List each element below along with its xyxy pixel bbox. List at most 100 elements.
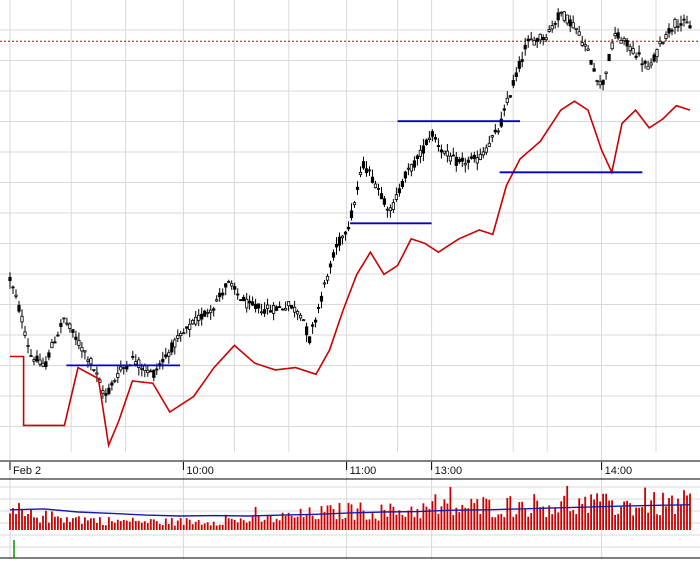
candle-body — [676, 25, 680, 28]
candlestick — [56, 331, 60, 337]
candlestick — [146, 364, 150, 377]
candlestick-series — [8, 8, 692, 403]
volume-bar — [215, 525, 218, 530]
volume-bar — [311, 515, 314, 530]
candle-body — [604, 71, 608, 74]
candlestick — [83, 350, 87, 360]
candlestick — [412, 156, 417, 171]
volume-bar — [338, 503, 341, 530]
candle-body — [161, 358, 165, 363]
volume-bar — [539, 507, 542, 530]
volume-bar — [461, 504, 464, 530]
support-lines — [66, 120, 643, 367]
candle-body — [574, 27, 578, 30]
volume-bar — [152, 519, 155, 530]
volume-bar — [602, 493, 604, 530]
candlestick — [44, 356, 48, 370]
volume-bar — [563, 495, 566, 530]
volume-bar — [257, 515, 260, 530]
candle-body — [484, 147, 488, 153]
candle-body — [122, 366, 126, 369]
volume-bar — [524, 509, 527, 530]
candlestick — [640, 57, 644, 72]
candle-body — [541, 37, 545, 41]
volume-bar — [401, 514, 404, 530]
volume-bar — [545, 517, 548, 530]
candle-body — [203, 310, 207, 317]
candlestick — [8, 272, 12, 289]
candle-body — [661, 42, 665, 44]
candle-body — [29, 355, 33, 358]
time-axis: Feb 2 10:00 11:00 13:00 14:00 — [0, 460, 700, 480]
candlestick — [236, 288, 240, 300]
candle-body — [523, 44, 527, 50]
candlestick — [448, 152, 453, 165]
volume-bar — [653, 492, 655, 530]
volume-bar — [140, 522, 143, 530]
candlestick — [430, 129, 435, 142]
candlestick — [65, 317, 69, 326]
candle-body — [236, 293, 240, 296]
volume-bar — [302, 517, 305, 530]
candlestick — [349, 203, 354, 221]
candle-body — [143, 365, 147, 371]
candlestick — [625, 38, 629, 52]
candle-body — [616, 32, 620, 39]
candlestick — [352, 201, 357, 208]
candle-body — [469, 156, 473, 159]
candlestick — [319, 291, 324, 309]
candle-body — [259, 311, 264, 314]
volume-bar — [81, 523, 83, 530]
candle-body — [38, 359, 42, 365]
volume-bar — [569, 511, 572, 530]
volume-bar — [611, 500, 613, 530]
candle-body — [637, 52, 641, 55]
volume-bar — [299, 508, 302, 530]
candle-body — [56, 334, 60, 337]
candlestick — [80, 341, 84, 358]
candle-body — [322, 282, 327, 285]
candle-body — [304, 326, 309, 336]
candlestick — [610, 39, 614, 51]
volume-bar — [131, 517, 134, 530]
candlestick — [38, 353, 42, 367]
volume-bar — [542, 506, 545, 530]
candlestick — [161, 351, 165, 370]
candlestick — [41, 357, 45, 368]
candlestick — [307, 336, 312, 345]
candlestick — [50, 339, 54, 349]
candle-body — [41, 362, 45, 367]
candlestick — [206, 308, 210, 318]
candle-body — [670, 29, 674, 32]
candle-body — [451, 154, 455, 157]
candle-body — [520, 59, 524, 62]
candle-body — [634, 55, 638, 58]
candle-body — [679, 23, 683, 26]
candlestick — [176, 329, 180, 343]
volume-bar — [275, 518, 278, 530]
candlestick — [119, 360, 123, 373]
candlestick — [200, 307, 204, 326]
candle-body — [466, 159, 470, 163]
candlestick — [646, 60, 650, 70]
candle-body — [352, 202, 357, 206]
candle-body — [209, 309, 213, 314]
candlestick — [173, 337, 177, 355]
candle-body — [601, 79, 605, 85]
candle-body — [71, 329, 75, 333]
volume-bar — [494, 517, 497, 530]
candle-body — [50, 342, 54, 349]
candlestick — [556, 8, 560, 28]
time-axis-label: 10:00 — [186, 465, 214, 477]
candle-body — [80, 346, 84, 352]
candle-body — [367, 169, 372, 172]
volume-bar — [251, 515, 254, 530]
candlestick — [661, 41, 665, 45]
candlestick — [280, 308, 285, 311]
candlestick — [277, 301, 282, 309]
volume-bar — [455, 507, 458, 530]
volume-bar — [57, 516, 59, 530]
volume-bar — [680, 505, 682, 530]
candle-body — [149, 370, 153, 373]
candle-body — [224, 283, 228, 288]
